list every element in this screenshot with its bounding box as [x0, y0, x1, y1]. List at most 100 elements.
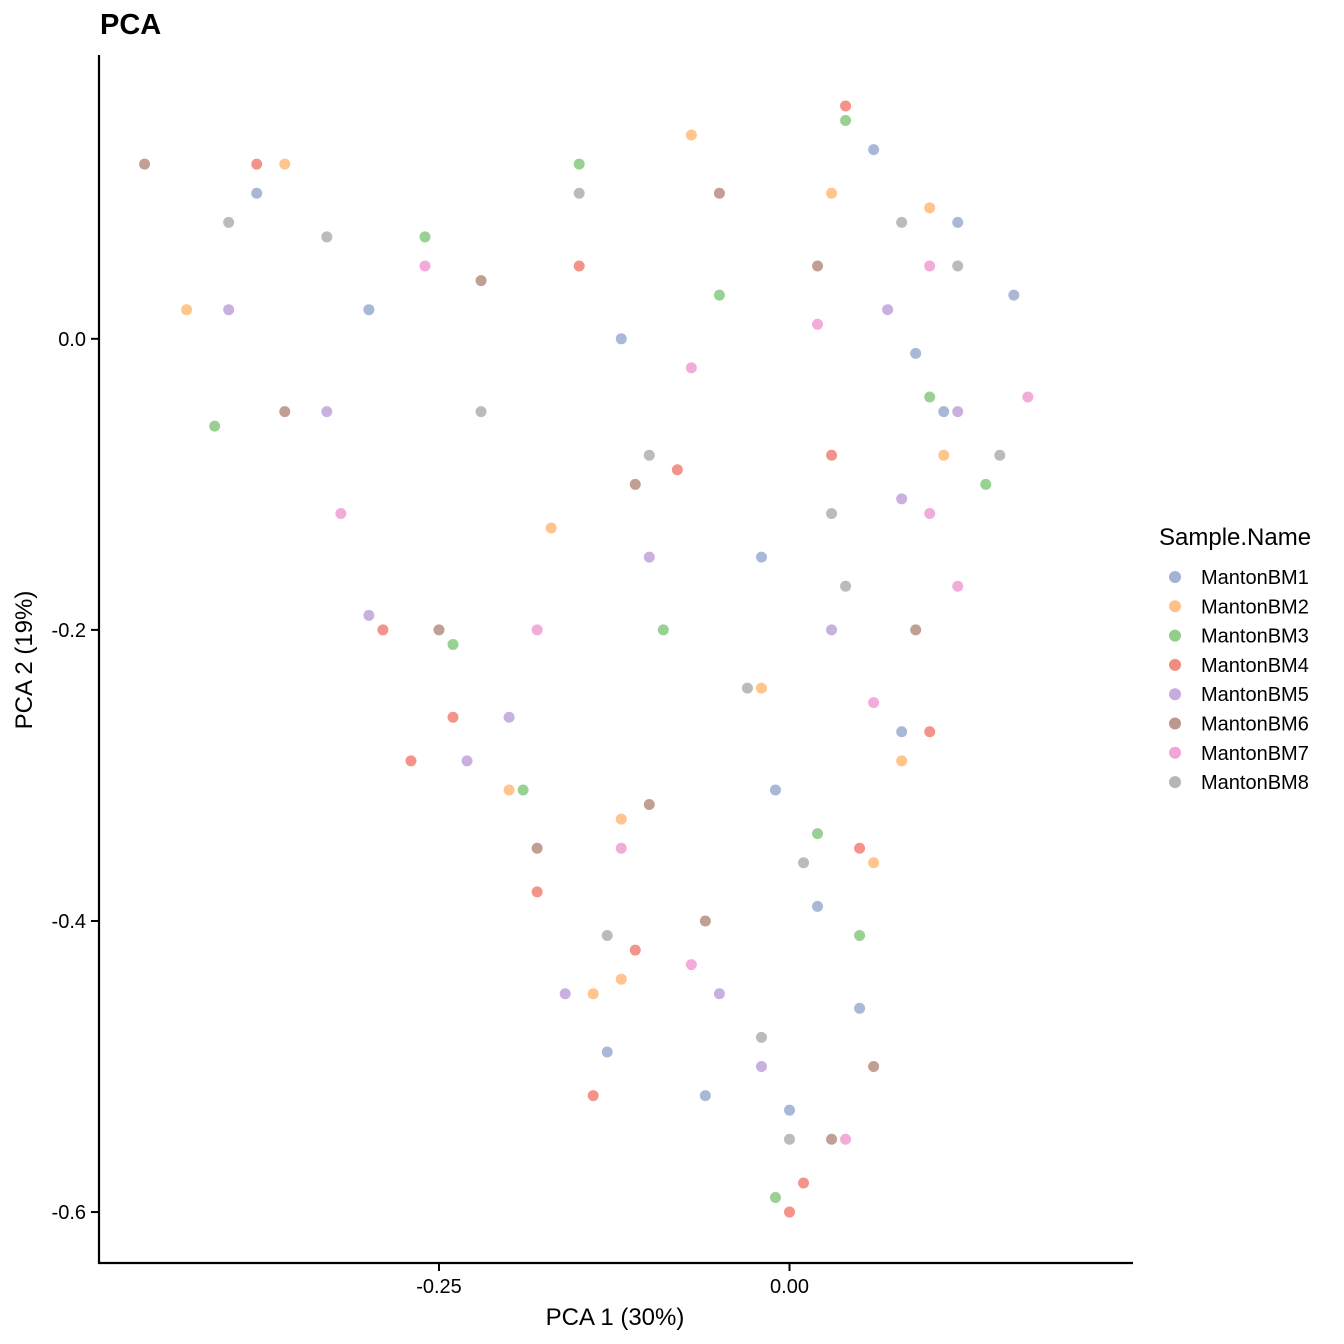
data-point	[868, 1061, 880, 1073]
data-point	[587, 988, 599, 1000]
data-point	[713, 988, 725, 1000]
legend-label: MantonBM5	[1201, 684, 1309, 706]
data-point	[615, 813, 627, 825]
data-point	[685, 959, 697, 971]
data-point	[882, 304, 894, 316]
legend-item: MantonBM5	[1169, 684, 1309, 706]
data-point	[377, 624, 389, 636]
data-point	[321, 231, 333, 243]
x-ticks: -0.25 0.00	[416, 1263, 809, 1298]
legend-item: MantonBM7	[1169, 743, 1309, 765]
data-point	[657, 624, 669, 636]
data-point	[910, 624, 922, 636]
data-point	[447, 638, 459, 650]
data-point	[840, 580, 852, 592]
data-point	[755, 1031, 767, 1043]
data-point	[980, 478, 992, 490]
x-tick-label: 0.00	[770, 1276, 809, 1298]
points-layer	[139, 100, 1034, 1218]
data-point	[924, 726, 936, 738]
data-point	[601, 930, 613, 942]
data-point	[826, 624, 838, 636]
data-point	[713, 187, 725, 199]
data-point	[826, 1133, 838, 1145]
data-point	[896, 216, 908, 228]
data-point	[1008, 289, 1020, 301]
data-point	[573, 187, 585, 199]
data-point	[671, 464, 683, 476]
data-point	[826, 507, 838, 519]
data-point	[840, 1133, 852, 1145]
data-point	[531, 886, 543, 898]
legend-label: MantonBM1	[1201, 567, 1309, 589]
data-point	[826, 187, 838, 199]
data-point	[279, 406, 291, 418]
data-point	[685, 362, 697, 374]
legend-label: MantonBM7	[1201, 743, 1309, 765]
data-point	[896, 493, 908, 505]
data-point	[952, 216, 964, 228]
data-point	[798, 857, 810, 869]
data-point	[419, 260, 431, 272]
data-point	[826, 449, 838, 461]
data-point	[784, 1206, 796, 1218]
data-point	[840, 114, 852, 126]
data-point	[952, 580, 964, 592]
x-tick-label: -0.25	[416, 1276, 462, 1298]
series-MantonBM5	[223, 304, 964, 1073]
data-point	[601, 1046, 613, 1058]
legend-key	[1169, 688, 1181, 701]
legend-key	[1169, 600, 1181, 613]
data-point	[924, 260, 936, 272]
data-point	[896, 755, 908, 767]
x-axis-title: PCA 1 (30%)	[546, 1304, 685, 1331]
data-point	[812, 318, 824, 330]
legend-key	[1169, 717, 1181, 730]
data-point	[769, 784, 781, 796]
data-point	[629, 944, 641, 956]
data-point	[279, 158, 291, 170]
data-point	[573, 158, 585, 170]
legend: Sample.Name MantonBM1 MantonBM2 MantonBM3 M…	[1159, 524, 1311, 794]
data-point	[559, 988, 571, 1000]
y-ticks: 0.0 -0.2 -0.4 -0.6	[52, 329, 99, 1224]
series-MantonBM1	[251, 144, 1020, 1116]
y-tick-label: -0.6	[52, 1202, 86, 1224]
y-tick-label: -0.2	[52, 620, 86, 642]
legend-key	[1169, 776, 1181, 789]
data-point	[615, 973, 627, 985]
data-point	[854, 1002, 866, 1014]
data-point	[321, 406, 333, 418]
data-point	[699, 1090, 711, 1102]
data-point	[924, 391, 936, 403]
legend-label: MantonBM6	[1201, 714, 1309, 736]
legend-key	[1169, 746, 1181, 759]
data-point	[223, 216, 235, 228]
data-point	[447, 711, 459, 723]
data-point	[741, 682, 753, 694]
data-point	[475, 275, 487, 287]
legend-item: MantonBM6	[1169, 714, 1309, 736]
data-point	[699, 915, 711, 927]
series-MantonBM6	[139, 158, 922, 1145]
data-point	[503, 711, 515, 723]
legend-key	[1169, 571, 1181, 583]
data-point	[405, 755, 417, 767]
legend-key	[1169, 658, 1181, 671]
data-point	[251, 158, 263, 170]
data-point	[139, 158, 151, 170]
data-point	[868, 144, 880, 156]
data-point	[335, 507, 347, 519]
data-point	[854, 842, 866, 854]
data-point	[615, 842, 627, 854]
data-point	[419, 231, 431, 243]
data-point	[769, 1192, 781, 1204]
data-point	[475, 406, 487, 418]
data-point	[868, 857, 880, 869]
data-point	[812, 260, 824, 272]
series-MantonBM7	[335, 260, 1034, 1145]
data-point	[755, 682, 767, 694]
legend-item: MantonBM4	[1169, 655, 1309, 677]
data-point	[755, 1061, 767, 1073]
